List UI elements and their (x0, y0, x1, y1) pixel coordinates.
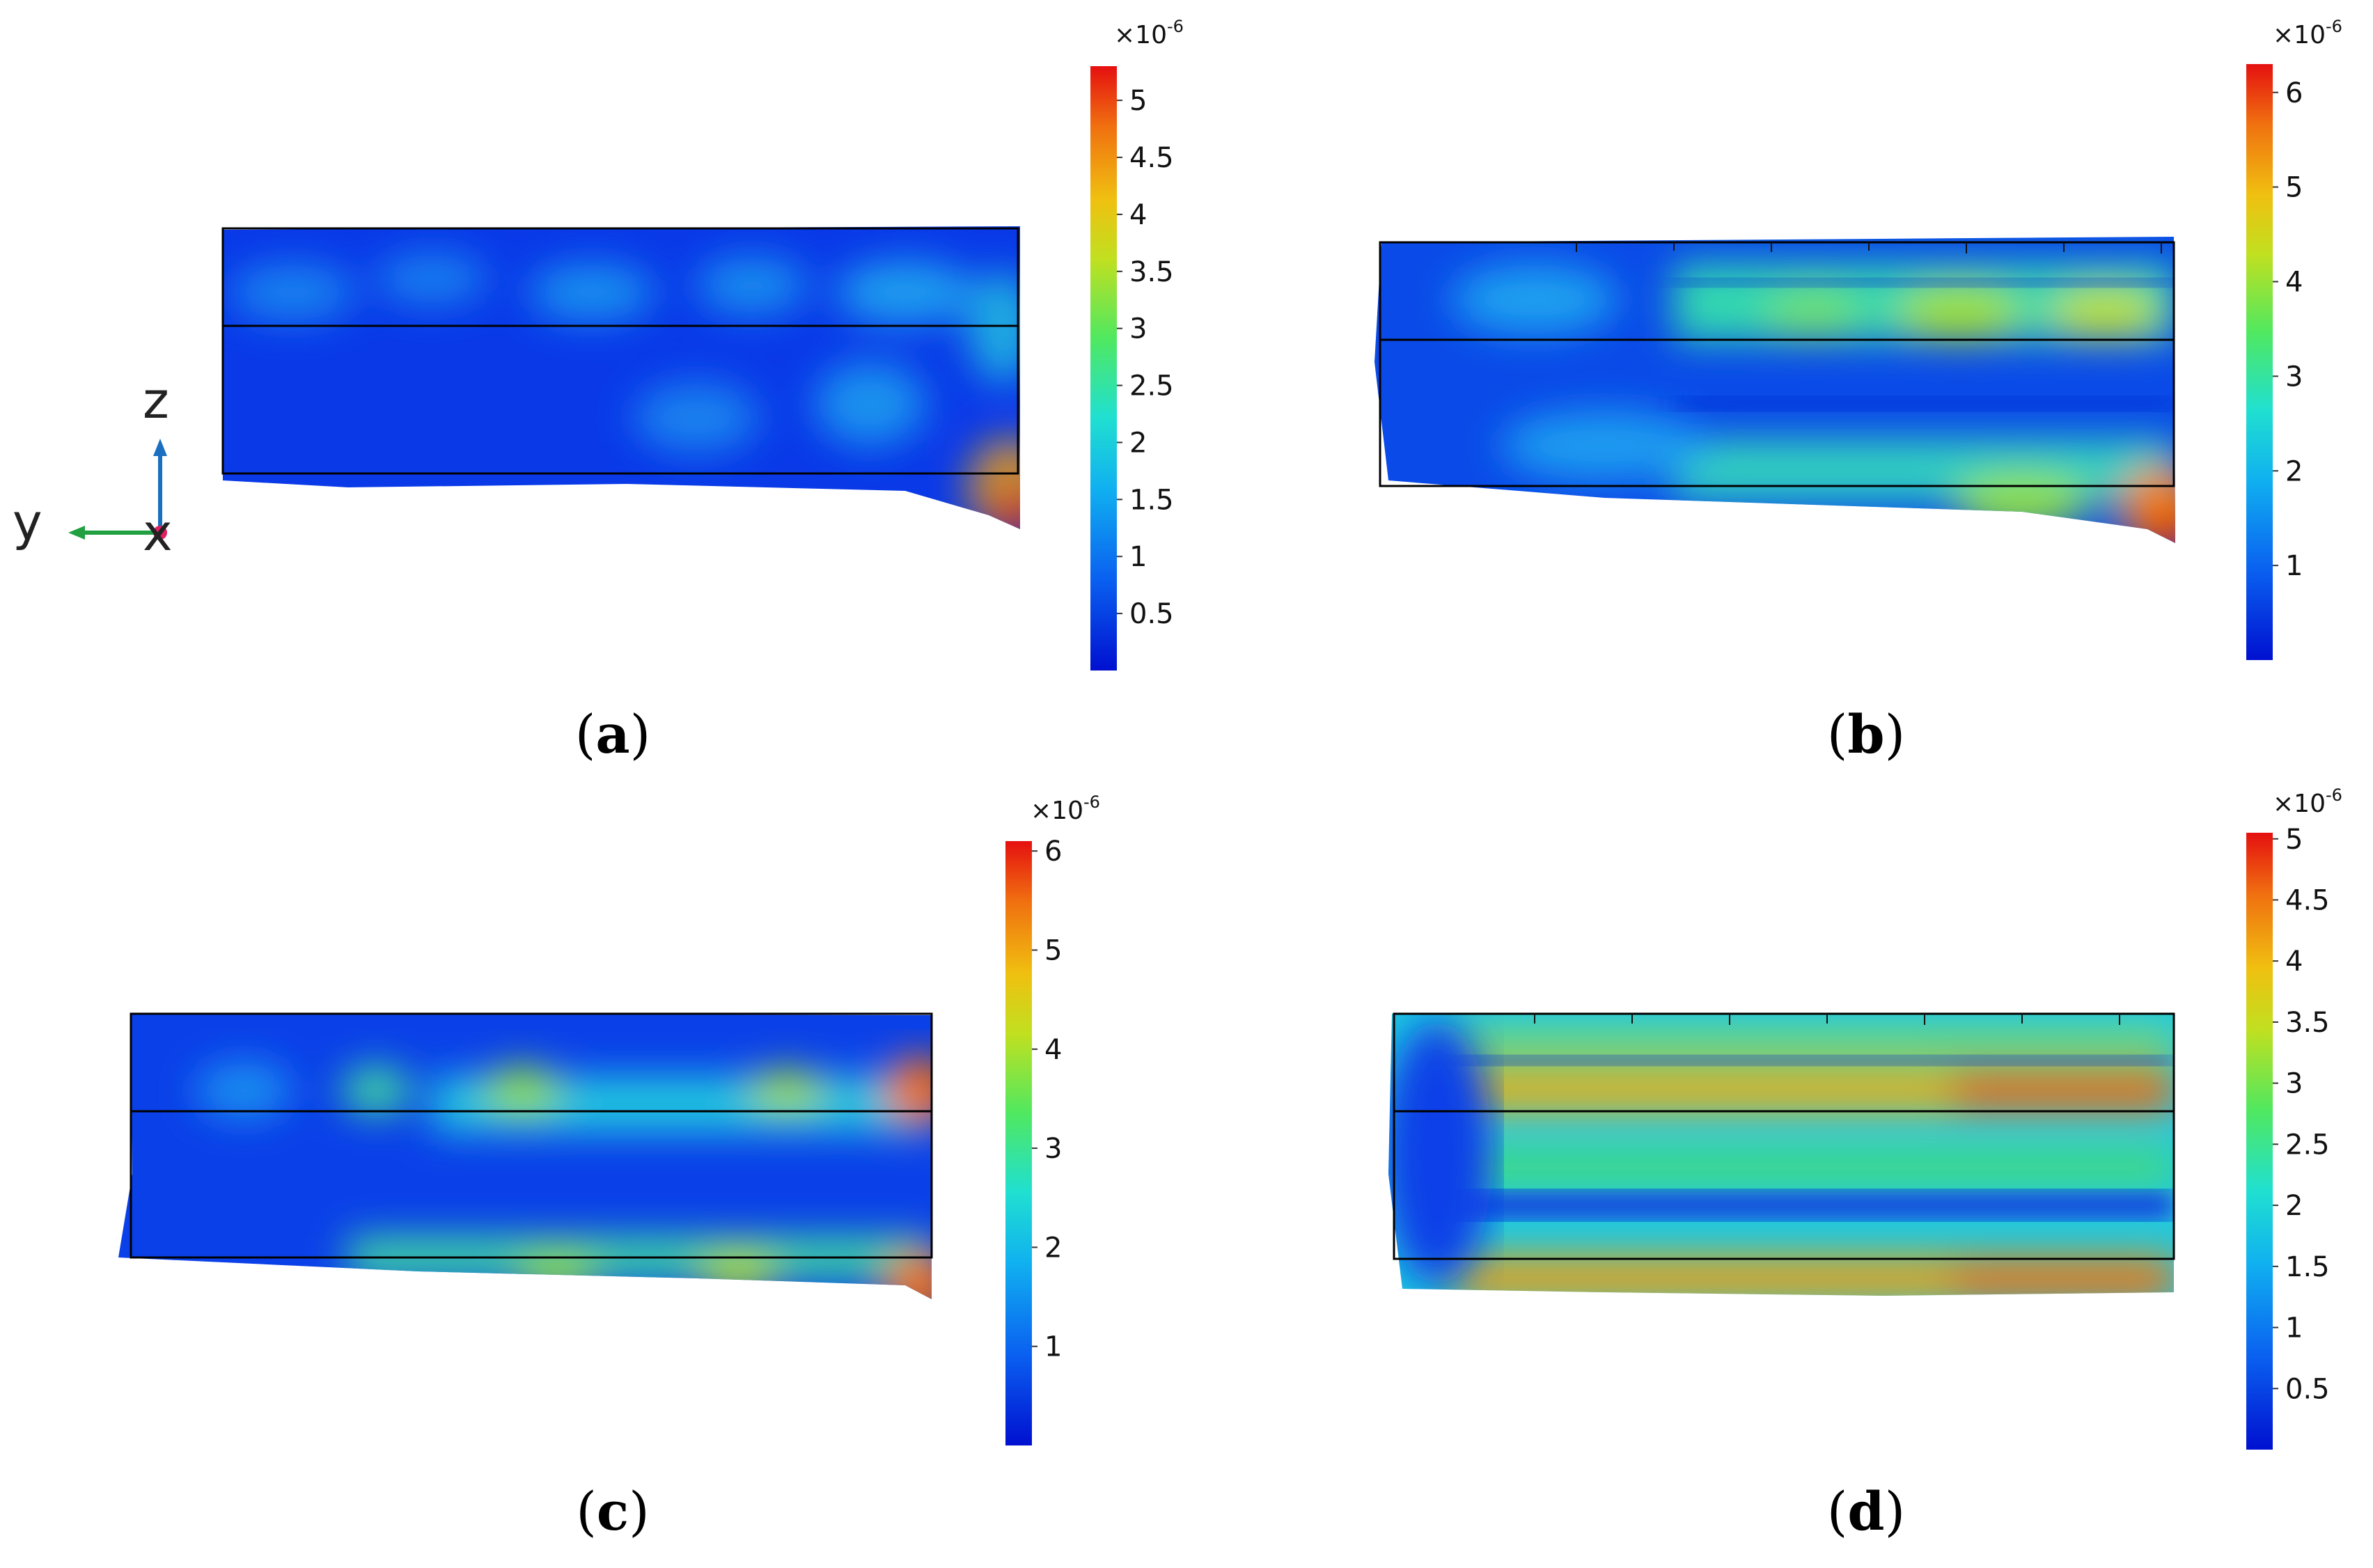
colorbar-tick-label: 4.5 (2285, 884, 2330, 916)
colorbar-tick-label: 4 (2285, 267, 2303, 299)
panel-d-colorbar (2246, 833, 2273, 1450)
colorbar-tick-label: 5 (1129, 85, 1147, 117)
panel-d-top-struts (1534, 1014, 2120, 1025)
axis-y-label: y (13, 493, 42, 551)
panel-a-field (223, 226, 1020, 529)
colorbar-tick-label: 4 (2285, 946, 2303, 978)
colorbar-tick-label: 2 (1129, 427, 1147, 459)
panel-a-colorbar-multiplier: ×10-6 (1114, 17, 1184, 49)
panel-a: z y x 0.5 1 1.5 2 2.5 3 3.5 4 4.5 5 ×10-6 (a) (0, 0, 1186, 784)
panel-b-domain-box (1379, 241, 2175, 487)
panel-b-plot: 1 2 3 4 5 6 ×10-6 (1375, 17, 2342, 660)
colorbar-tick-label: 1.5 (1129, 484, 1174, 516)
colorbar-tick-label: 5 (1044, 935, 1062, 967)
colorbar-tick-label: 4.5 (1129, 142, 1174, 174)
colorbar-tick-label: 2 (2285, 1190, 2303, 1222)
colorbar-tick-label: 2.5 (2285, 1129, 2330, 1161)
panel-c-colorbar-multiplier: ×10-6 (1031, 792, 1100, 825)
colorbar-tick-label: 2 (2285, 455, 2303, 487)
colorbar-tick-label: 3.5 (2285, 1007, 2330, 1039)
axes-triad: z y x (13, 371, 173, 562)
colorbar-tick-label: 6 (1044, 836, 1062, 868)
colorbar-tick-label: 4 (1044, 1034, 1062, 1066)
colorbar-tick-label: 3 (1129, 313, 1147, 345)
colorbar-tick-label: 5 (2285, 172, 2303, 204)
colorbar-tick-label: 1 (1129, 541, 1147, 573)
colorbar-tick-label: 3 (1044, 1133, 1062, 1165)
colorbar-tick-label: 4 (1129, 199, 1147, 231)
panel-b-field (1375, 237, 2175, 543)
panel-b-caption: (b) (1826, 703, 1906, 765)
colorbar-tick-label: 1 (2285, 1312, 2303, 1344)
panel-b-colorbar-multiplier: ×10-6 (2273, 17, 2342, 49)
colorbar-tick-label: 2 (1044, 1232, 1062, 1264)
axis-z-label: z (143, 371, 169, 430)
colorbar-tick-label: 1 (2285, 550, 2303, 582)
colorbar-tick-label: 2.5 (1129, 370, 1174, 402)
panel-b: 1 2 3 4 5 6 ×10-6 (b) (1186, 0, 2373, 784)
panel-a-colorbar (1090, 66, 1117, 671)
panel-a-domain-box (221, 227, 1019, 475)
panel-d: 0.5 1 1.5 2 2.5 3 3.5 4 4.5 5 ×10-6 (d) (1186, 784, 2373, 1568)
panel-a-caption: (a) (574, 703, 651, 765)
panel-d-colorbar-multiplier: ×10-6 (2273, 785, 2342, 818)
panel-d-field (1388, 1014, 2174, 1296)
colorbar-tick-label: 0.5 (2285, 1373, 2330, 1405)
colorbar-tick-label: 6 (2285, 77, 2303, 109)
colorbar-tick-label: 1.5 (2285, 1251, 2330, 1283)
panel-c-plot: 1 2 3 4 5 6 ×10-6 (118, 792, 1100, 1445)
panel-d-domain-box (1393, 1012, 2175, 1260)
colorbar-tick-label: 1 (1044, 1331, 1062, 1363)
axis-x-label: x (143, 503, 173, 562)
colorbar-tick-label: 5 (2285, 824, 2303, 856)
panel-c-domain-box (130, 1012, 933, 1259)
panel-d-plot: 0.5 1 1.5 2 2.5 3 3.5 4 4.5 5 ×10-6 (1388, 785, 2342, 1450)
panel-a-plot: z y x 0.5 1 1.5 2 2.5 3 3.5 4 4.5 5 ×10-6 (13, 17, 1184, 671)
panel-c-caption: (c) (576, 1480, 650, 1542)
panel-c-field (118, 1014, 932, 1299)
panel-d-caption: (d) (1826, 1480, 1906, 1542)
colorbar-tick-label: 3 (2285, 361, 2303, 393)
panel-b-colorbar (2246, 64, 2273, 660)
colorbar-tick-label: 3 (2285, 1068, 2303, 1100)
colorbar-tick-label: 3.5 (1129, 256, 1174, 288)
panel-c-colorbar (1005, 841, 1032, 1445)
colorbar-tick-label: 0.5 (1129, 598, 1174, 630)
panel-c: 1 2 3 4 5 6 ×10-6 (c) (0, 784, 1186, 1568)
panel-b-top-struts (1576, 242, 2162, 253)
